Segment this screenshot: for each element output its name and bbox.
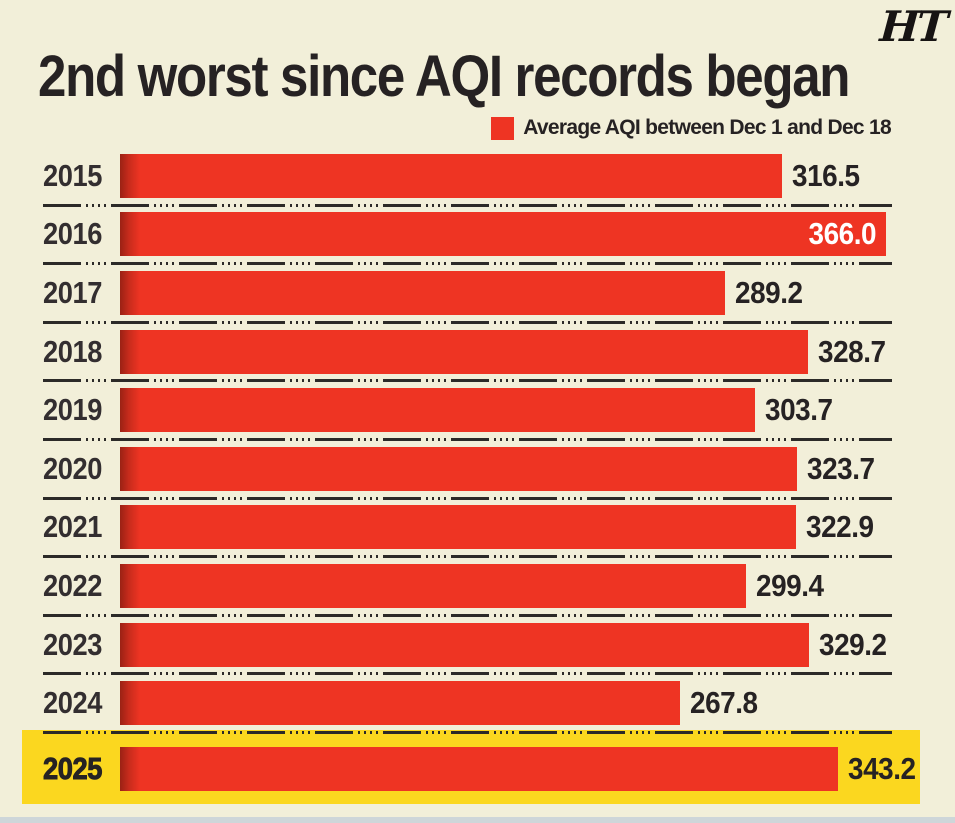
row-separator — [43, 203, 892, 207]
year-label-2023: 2023 — [43, 626, 102, 662]
year-label-2020: 2020 — [43, 450, 102, 486]
bar-2019 — [120, 388, 756, 433]
row-separator — [43, 613, 892, 617]
value-label-2019: 303.7 — [765, 392, 833, 428]
value-label-2022: 299.4 — [756, 567, 824, 603]
bar-row-2018: 2018 328.7 — [0, 324, 955, 380]
legend: Average AQI between Dec 1 and Dec 18 — [491, 116, 892, 140]
bar-row-2023: 2023 329.2 — [0, 617, 955, 673]
bar-row-2016: 2016 366.0 — [0, 207, 955, 263]
bar-2020 — [120, 446, 798, 491]
bar-2025 — [120, 746, 838, 791]
value-label-2016: 366.0 — [808, 216, 876, 252]
row-separator — [43, 379, 892, 383]
legend-swatch-icon — [491, 116, 515, 140]
bottom-edge-strip — [0, 817, 955, 823]
bar-row-2020: 2020 323.7 — [0, 441, 955, 497]
row-separator — [43, 320, 892, 324]
row-separator — [43, 730, 892, 734]
bar-row-2024: 2024 267.8 — [0, 675, 955, 731]
value-label-2023: 329.2 — [818, 626, 887, 662]
year-label-2024: 2024 — [43, 685, 102, 721]
bar-chart: 2015 316.5 2016 366.0 2017 289.2 2018 328.7 2019… — [0, 148, 955, 804]
year-label-2017: 2017 — [43, 274, 102, 310]
value-label-2015: 316.5 — [792, 157, 860, 193]
bar-2024 — [120, 681, 681, 726]
bar-row-2025: 2025 343.2 — [0, 729, 955, 804]
bar-2023 — [120, 622, 809, 667]
ht-logo: HT — [878, 2, 947, 51]
row-separator — [43, 437, 892, 441]
chart-title: 2nd worst since AQI records began — [38, 44, 850, 109]
row-separator — [43, 496, 892, 500]
value-label-2018: 328.7 — [817, 333, 886, 369]
bar-row-2017: 2017 289.2 — [0, 265, 955, 321]
year-label-2018: 2018 — [43, 333, 102, 369]
year-label-2021: 2021 — [43, 509, 102, 545]
value-label-2025: 343.2 — [848, 750, 916, 786]
bar-2021 — [120, 505, 796, 550]
bar-row-2015: 2015 316.5 — [0, 148, 955, 204]
value-label-2021: 322.9 — [805, 509, 874, 545]
year-label-2015: 2015 — [43, 157, 102, 193]
value-label-2020: 323.7 — [807, 450, 875, 486]
row-separator — [43, 262, 892, 266]
value-label-2024: 267.8 — [690, 685, 758, 721]
bar-2016 — [120, 212, 886, 257]
row-separator — [43, 555, 892, 559]
bar-2017 — [120, 270, 725, 315]
year-label-2022: 2022 — [43, 567, 102, 603]
bar-2022 — [120, 563, 747, 608]
row-separator — [43, 672, 892, 676]
year-label-2019: 2019 — [43, 392, 102, 428]
bar-row-2022: 2022 299.4 — [0, 558, 955, 614]
legend-label: Average AQI between Dec 1 and Dec 18 — [523, 116, 891, 139]
year-label-2025: 2025 — [43, 750, 103, 786]
year-label-2016: 2016 — [43, 216, 102, 252]
value-label-2017: 289.2 — [735, 274, 803, 310]
bar-row-2019: 2019 303.7 — [0, 382, 955, 438]
bar-2018 — [120, 329, 808, 374]
bar-row-2021: 2021 322.9 — [0, 500, 955, 556]
bar-2015 — [120, 153, 783, 198]
